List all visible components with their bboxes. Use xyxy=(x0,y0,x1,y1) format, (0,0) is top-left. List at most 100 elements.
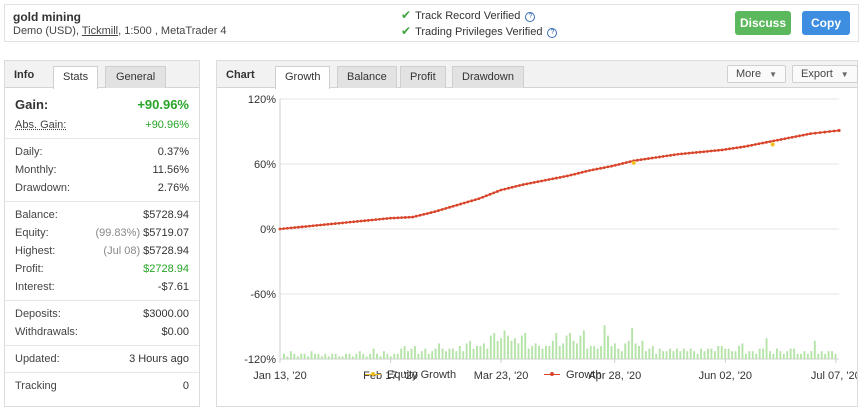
volume-bar xyxy=(707,348,709,359)
growth-point xyxy=(828,130,831,133)
volume-bar xyxy=(324,353,327,359)
y-tick-label: -60% xyxy=(250,289,276,301)
divider xyxy=(5,138,199,139)
growth-point xyxy=(344,221,348,224)
help-icon[interactable]: ? xyxy=(525,12,536,22)
broker-link[interactable]: Tickmill xyxy=(81,25,119,37)
growth-point xyxy=(466,200,470,204)
verification-label: Trading Privileges Verified xyxy=(415,26,543,38)
volume-bar xyxy=(806,353,809,359)
monthly-row: Monthly: 11.56% xyxy=(15,161,189,179)
volume-bar xyxy=(765,338,768,359)
updated-row: Updated: 3 Hours ago xyxy=(15,350,189,368)
profit-label: Profit: xyxy=(15,263,44,275)
volume-bar xyxy=(534,343,537,359)
volume-bar xyxy=(420,351,423,359)
growth-point xyxy=(429,211,433,214)
volume-bar xyxy=(307,356,310,359)
help-icon[interactable]: ? xyxy=(547,28,558,38)
growth-point xyxy=(392,216,396,220)
growth-point xyxy=(554,176,558,180)
volume-bar xyxy=(731,351,734,359)
growth-chart: 120% 60% 0% -60% -120% Jan 13, '20 Feb 17, '2… xyxy=(244,94,857,382)
volume-bar xyxy=(713,351,716,359)
growth-point xyxy=(370,218,374,222)
volume-bar xyxy=(517,343,520,359)
growth-point xyxy=(433,210,437,214)
growth-point xyxy=(643,157,647,161)
tab-profit[interactable]: Profit xyxy=(400,66,446,88)
volume-bar xyxy=(393,353,396,359)
volume-bar xyxy=(482,343,485,359)
growth-point xyxy=(772,139,776,143)
export-dropdown[interactable]: Export ▼ xyxy=(792,65,858,83)
growth-point xyxy=(385,217,389,220)
growth-point xyxy=(683,152,687,155)
legend-marker xyxy=(365,372,381,376)
tab-stats[interactable]: Stats xyxy=(53,66,99,89)
volume-bar xyxy=(607,335,609,359)
volume-bar xyxy=(558,346,561,359)
growth-point xyxy=(639,158,643,162)
volume-bar xyxy=(555,333,558,359)
tab-general[interactable]: General xyxy=(105,66,167,88)
growth-point xyxy=(818,131,822,134)
growth-point xyxy=(801,133,805,137)
volume-bar xyxy=(355,353,358,359)
growth-point xyxy=(448,205,451,209)
growth-point xyxy=(278,227,282,231)
volume-bar xyxy=(810,351,813,359)
volume-bar xyxy=(296,356,299,359)
volume-bar xyxy=(476,346,478,359)
growth-point xyxy=(628,160,632,164)
more-dropdown[interactable]: More ▼ xyxy=(727,65,786,83)
growth-point xyxy=(532,181,536,184)
growth-point xyxy=(521,183,525,186)
volume-bar xyxy=(548,346,551,359)
info-panel: Info Stats General Gain: +90.96% Abs. Ga… xyxy=(4,60,200,407)
account-name: gold mining xyxy=(13,10,81,24)
volume-bar xyxy=(410,348,413,359)
volume-bar xyxy=(720,346,723,359)
growth-point xyxy=(624,161,628,164)
growth-point xyxy=(680,152,684,156)
volume-bar xyxy=(769,351,771,359)
legend-growth[interactable]: Growth xyxy=(544,369,601,381)
volume-bar xyxy=(486,348,489,359)
growth-point xyxy=(518,184,521,187)
volume-bar xyxy=(283,353,285,359)
volume-bar xyxy=(686,351,689,359)
growth-point xyxy=(477,197,481,201)
daily-row: Daily: 0.37% xyxy=(15,143,189,161)
monthly-label: Monthly: xyxy=(15,164,57,176)
abs-gain-value: +90.96% xyxy=(145,119,189,131)
growth-point xyxy=(451,204,455,208)
volume-bar xyxy=(710,348,713,359)
highest-value: $5728.94 xyxy=(143,245,189,257)
growth-point xyxy=(363,219,367,223)
volume-bar xyxy=(331,353,334,359)
volume-bar xyxy=(369,353,372,359)
volume-bar xyxy=(638,346,640,359)
interest-label: Interest: xyxy=(15,281,55,293)
growth-point xyxy=(297,225,300,229)
copy-button[interactable]: Copy xyxy=(802,11,850,35)
drawdown-value: 2.76% xyxy=(157,182,189,194)
growth-point xyxy=(731,146,735,150)
daily-label: Daily: xyxy=(15,146,43,158)
growth-point xyxy=(595,167,599,171)
volume-bar xyxy=(314,353,316,359)
volume-bar xyxy=(627,340,630,359)
growth-point xyxy=(694,151,698,154)
growth-point xyxy=(735,146,739,150)
discuss-button[interactable]: Discuss xyxy=(735,11,791,35)
tab-growth[interactable]: Growth xyxy=(275,66,331,89)
growth-point xyxy=(418,213,422,217)
volume-bar xyxy=(541,348,544,359)
tab-drawdown[interactable]: Drawdown xyxy=(452,66,524,88)
volume-bar xyxy=(562,343,565,359)
abs-gain-label[interactable]: Abs. Gain: xyxy=(15,119,67,131)
legend-equity-growth[interactable]: Equity Growth xyxy=(365,369,456,381)
volume-bar xyxy=(334,353,337,359)
tab-balance[interactable]: Balance xyxy=(337,66,397,88)
